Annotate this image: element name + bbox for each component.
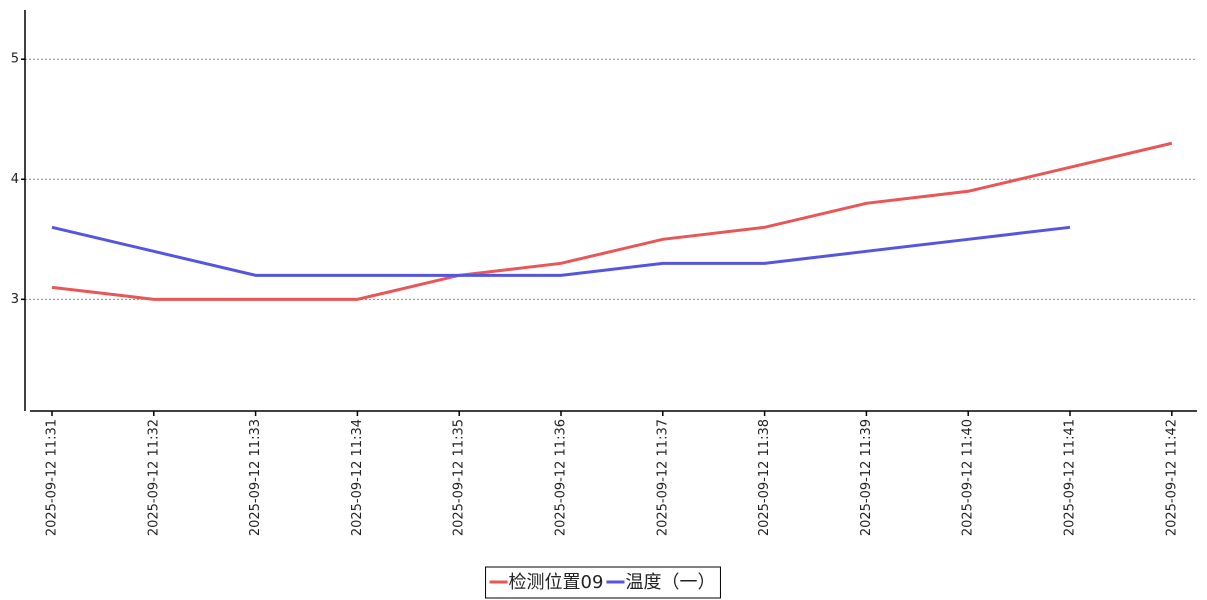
series-line bbox=[51, 141, 1173, 301]
x-tick-label: 2025-09-12 11:42 bbox=[1164, 419, 1179, 536]
x-tick-label: 2025-09-12 11:35 bbox=[452, 419, 467, 536]
series-line bbox=[51, 225, 1071, 277]
legend-label: 检测位置09 bbox=[509, 572, 604, 593]
x-tick-label: 2025-09-12 11:39 bbox=[859, 419, 874, 536]
x-tick-label: 2025-09-12 11:40 bbox=[961, 419, 976, 536]
x-tick-label: 2025-09-12 11:33 bbox=[248, 419, 263, 536]
legend-box bbox=[485, 566, 721, 599]
legend-label: 温度（一） bbox=[625, 572, 715, 593]
y-tick-label: 5 bbox=[11, 52, 19, 67]
x-tick-label: 2025-09-12 11:31 bbox=[45, 419, 60, 536]
x-tick-label: 2025-09-12 11:34 bbox=[350, 419, 365, 536]
x-tick-label: 2025-09-12 11:41 bbox=[1063, 419, 1078, 536]
x-tick-label: 2025-09-12 11:38 bbox=[757, 419, 772, 536]
x-tick-label: 2025-09-12 11:37 bbox=[655, 419, 670, 536]
x-tick-label: 2025-09-12 11:36 bbox=[554, 419, 569, 536]
legend: 检测位置09 温度（一） bbox=[485, 566, 721, 599]
y-tick-label: 3 bbox=[11, 292, 19, 307]
x-tick-label: 2025-09-12 11:32 bbox=[146, 419, 161, 536]
y-tick-label: 4 bbox=[11, 172, 19, 187]
